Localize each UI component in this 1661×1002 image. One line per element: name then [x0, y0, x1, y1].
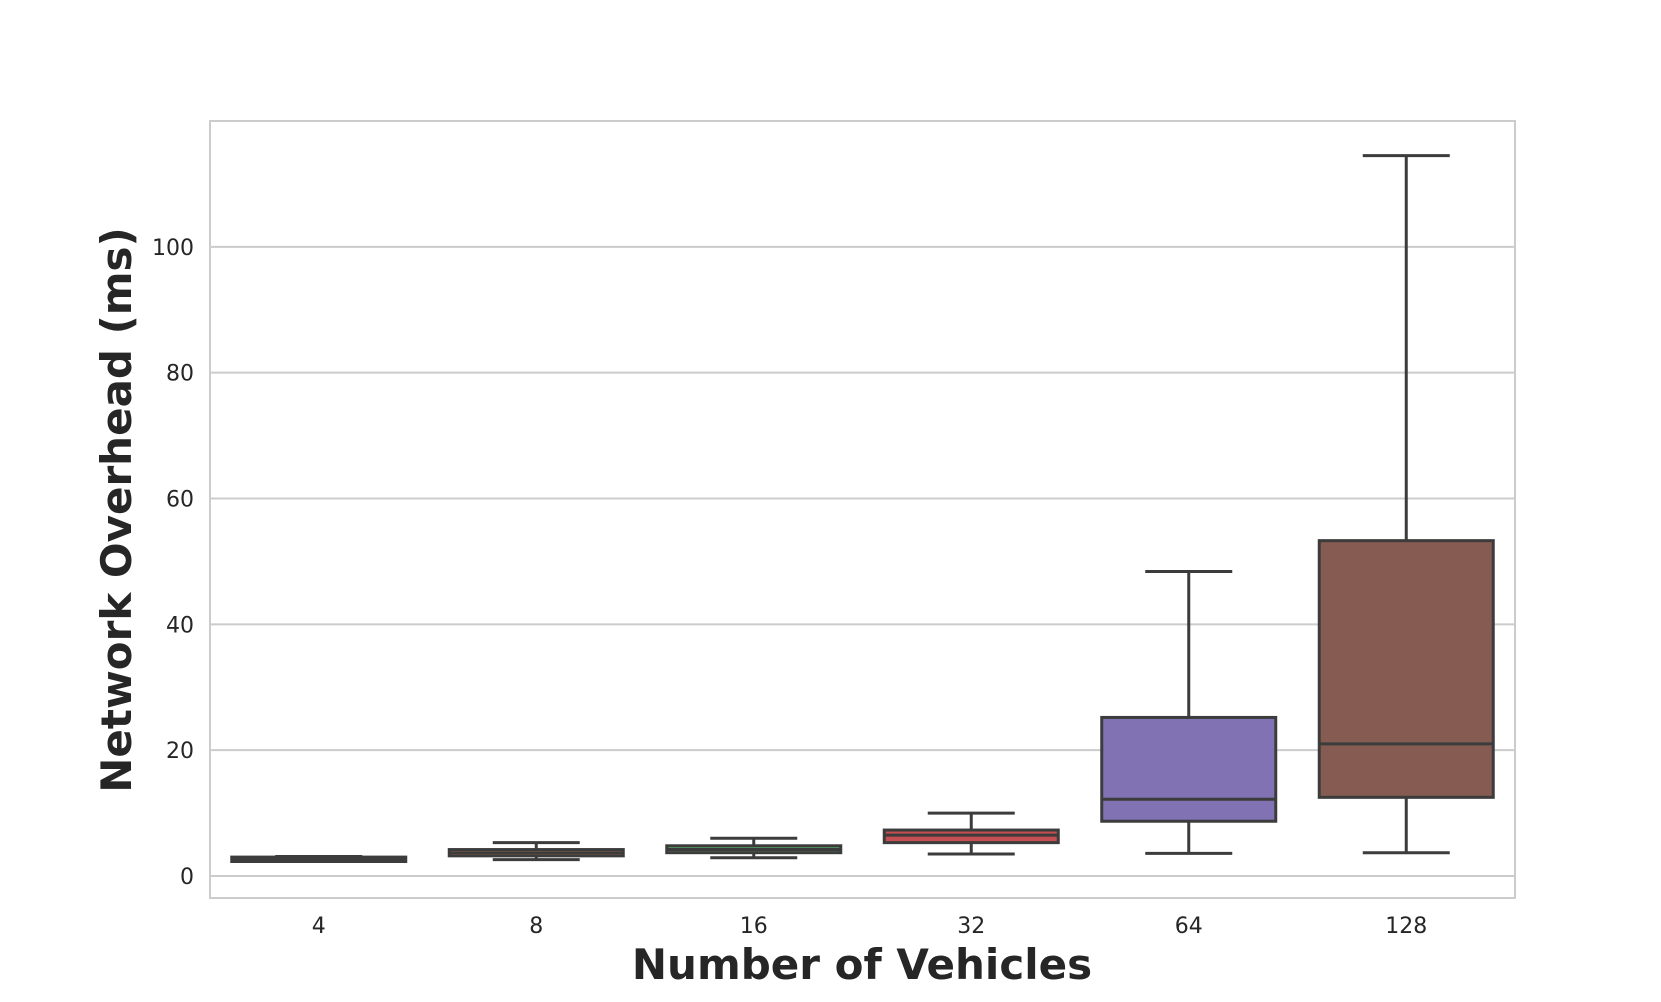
box-64: [1100, 569, 1278, 855]
grid-lines: [210, 245, 1515, 877]
x-tick-label-32: 32: [957, 914, 985, 939]
box-128: [1317, 154, 1495, 855]
y-tick-label-0: 0: [180, 865, 194, 890]
box-4: [230, 854, 408, 864]
box-body-64: [1100, 715, 1278, 823]
x-axis-title: Number of Vehicles: [632, 940, 1092, 989]
box-16: [665, 836, 843, 860]
boxes: [230, 154, 1495, 864]
plot-background: [210, 121, 1515, 898]
y-tick-label-20: 20: [166, 739, 194, 764]
x-tick-label-64: 64: [1175, 914, 1203, 939]
box-body-128: [1317, 539, 1495, 799]
y-tick-labels: 0 20 40 60 80 100: [152, 236, 194, 890]
y-tick-label-40: 40: [166, 613, 194, 638]
y-axis-title: Network Overhead (ms): [92, 227, 141, 792]
box-32: [882, 811, 1060, 856]
y-tick-label-80: 80: [166, 362, 194, 387]
x-tick-label-8: 8: [529, 914, 543, 939]
box-8: [447, 841, 625, 862]
y-tick-label-60: 60: [166, 487, 194, 512]
y-tick-label-100: 100: [152, 236, 194, 261]
x-tick-label-4: 4: [312, 914, 326, 939]
x-tick-label-128: 128: [1385, 914, 1427, 939]
x-tick-label-16: 16: [740, 914, 768, 939]
x-tick-labels: 4 8 16 32 64 128: [312, 914, 1428, 939]
plot-frame: [209, 120, 1516, 899]
